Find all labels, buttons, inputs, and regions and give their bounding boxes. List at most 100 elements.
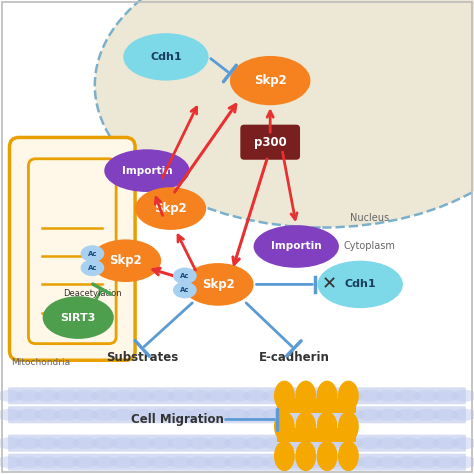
Ellipse shape [53, 409, 79, 421]
Ellipse shape [186, 409, 212, 421]
Ellipse shape [35, 438, 61, 449]
Ellipse shape [35, 390, 61, 401]
Ellipse shape [173, 282, 197, 299]
Ellipse shape [274, 441, 295, 471]
Ellipse shape [394, 409, 421, 421]
Ellipse shape [317, 441, 337, 471]
Ellipse shape [394, 456, 421, 468]
Ellipse shape [148, 390, 174, 401]
Ellipse shape [243, 409, 269, 421]
Ellipse shape [186, 438, 212, 449]
FancyBboxPatch shape [8, 387, 466, 404]
Ellipse shape [262, 438, 288, 449]
Ellipse shape [281, 438, 307, 449]
Ellipse shape [148, 409, 174, 421]
Ellipse shape [432, 438, 459, 449]
Text: Ac: Ac [180, 287, 190, 293]
Ellipse shape [337, 438, 364, 449]
Ellipse shape [338, 441, 359, 471]
Ellipse shape [375, 390, 402, 401]
Ellipse shape [0, 409, 23, 421]
Ellipse shape [0, 438, 23, 449]
Ellipse shape [167, 438, 193, 449]
Ellipse shape [72, 390, 99, 401]
Ellipse shape [129, 390, 155, 401]
Ellipse shape [15, 456, 41, 468]
Ellipse shape [53, 390, 79, 401]
Text: Skp2: Skp2 [109, 254, 142, 267]
Ellipse shape [337, 390, 364, 401]
Ellipse shape [300, 438, 326, 449]
Ellipse shape [72, 456, 99, 468]
Text: Importin: Importin [271, 241, 321, 252]
Ellipse shape [123, 33, 209, 81]
Ellipse shape [148, 456, 174, 468]
Ellipse shape [413, 390, 440, 401]
Ellipse shape [110, 409, 137, 421]
Ellipse shape [319, 409, 345, 421]
Ellipse shape [295, 381, 316, 411]
Ellipse shape [110, 456, 137, 468]
Ellipse shape [81, 246, 104, 262]
Text: Cdh1: Cdh1 [345, 279, 376, 290]
Text: Importin: Importin [122, 165, 172, 176]
Ellipse shape [129, 438, 155, 449]
Ellipse shape [224, 438, 250, 449]
Text: Cdh1: Cdh1 [150, 52, 182, 62]
Ellipse shape [15, 409, 41, 421]
Text: ✕: ✕ [322, 275, 337, 293]
Ellipse shape [95, 0, 474, 228]
Ellipse shape [173, 267, 197, 284]
FancyBboxPatch shape [8, 435, 466, 452]
Ellipse shape [281, 456, 307, 468]
FancyBboxPatch shape [277, 428, 356, 442]
Ellipse shape [375, 438, 402, 449]
Ellipse shape [91, 390, 117, 401]
Ellipse shape [451, 438, 474, 449]
FancyBboxPatch shape [8, 406, 466, 423]
Ellipse shape [262, 409, 288, 421]
Text: Ac: Ac [180, 273, 190, 279]
Ellipse shape [300, 409, 326, 421]
Ellipse shape [91, 456, 117, 468]
Ellipse shape [148, 438, 174, 449]
Ellipse shape [243, 456, 269, 468]
Ellipse shape [300, 456, 326, 468]
Ellipse shape [375, 456, 402, 468]
Ellipse shape [274, 381, 295, 411]
Text: E-cadherin: E-cadherin [258, 351, 329, 365]
Ellipse shape [356, 409, 383, 421]
Ellipse shape [319, 390, 345, 401]
Ellipse shape [338, 381, 359, 411]
Text: Skp2: Skp2 [154, 202, 187, 215]
Ellipse shape [224, 390, 250, 401]
Ellipse shape [110, 390, 137, 401]
Ellipse shape [110, 438, 137, 449]
Ellipse shape [337, 456, 364, 468]
Ellipse shape [295, 441, 316, 471]
Ellipse shape [104, 149, 190, 192]
Ellipse shape [451, 409, 474, 421]
Ellipse shape [413, 438, 440, 449]
Ellipse shape [53, 456, 79, 468]
Ellipse shape [337, 409, 364, 421]
Ellipse shape [0, 456, 23, 468]
Ellipse shape [318, 261, 403, 308]
Text: SIRT3: SIRT3 [61, 312, 96, 323]
Ellipse shape [224, 409, 250, 421]
Ellipse shape [72, 409, 99, 421]
Ellipse shape [205, 390, 231, 401]
Text: Substrates: Substrates [106, 351, 178, 365]
Ellipse shape [205, 456, 231, 468]
Ellipse shape [413, 456, 440, 468]
Ellipse shape [91, 438, 117, 449]
Ellipse shape [432, 409, 459, 421]
Ellipse shape [230, 56, 310, 105]
Ellipse shape [91, 409, 117, 421]
Ellipse shape [394, 438, 421, 449]
Ellipse shape [319, 438, 345, 449]
Ellipse shape [317, 381, 337, 411]
Ellipse shape [243, 438, 269, 449]
Ellipse shape [167, 390, 193, 401]
Ellipse shape [274, 411, 295, 442]
